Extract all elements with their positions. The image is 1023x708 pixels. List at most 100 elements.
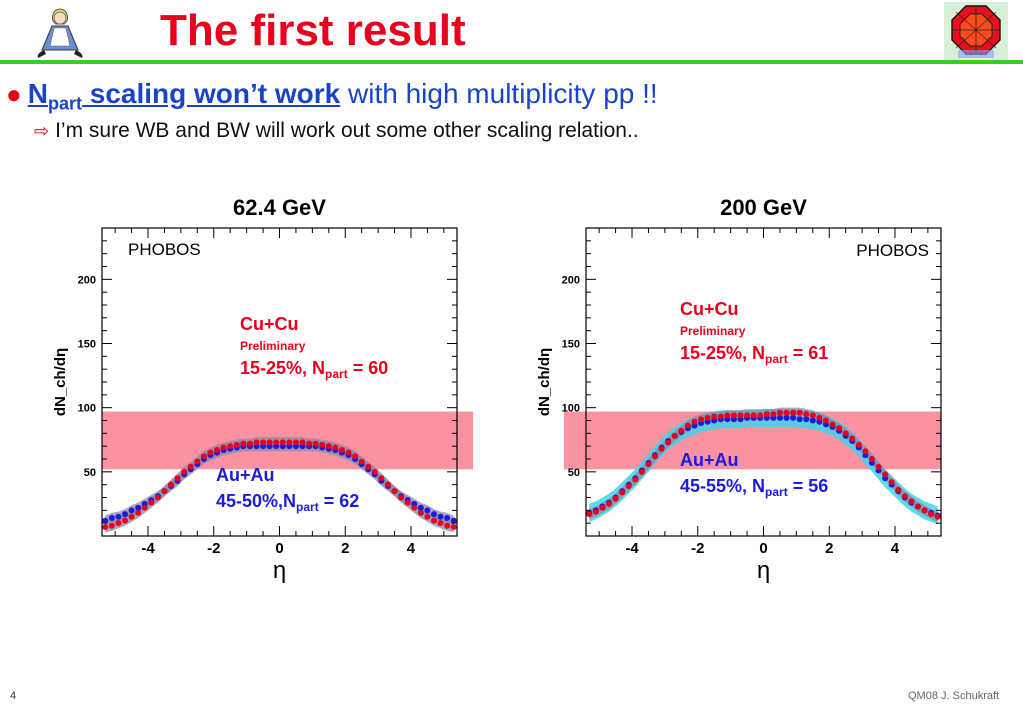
npart-symbol: N	[27, 78, 48, 109]
x-tick-label: -2	[691, 540, 704, 557]
data-point-cucu	[908, 498, 915, 505]
data-point-cucu	[632, 476, 639, 483]
data-point-cucu	[345, 449, 352, 456]
data-point-cucu	[292, 439, 299, 446]
data-point-cucu	[391, 488, 398, 495]
data-point-auau	[430, 511, 437, 518]
auau-centrality-label: 45-50%,Npart = 62	[216, 491, 359, 514]
auau-system-label: Au+Au	[216, 465, 275, 485]
x-tick-label: 4	[891, 540, 900, 557]
data-point-cucu	[750, 412, 757, 419]
data-point-cucu	[730, 412, 737, 419]
data-point-cucu	[652, 453, 659, 460]
data-point-cucu	[711, 413, 718, 420]
data-point-cucu	[625, 482, 632, 489]
data-point-cucu	[619, 489, 626, 496]
data-point-cucu	[783, 409, 790, 416]
data-point-cucu	[829, 421, 836, 428]
data-point-cucu	[737, 412, 744, 419]
data-point-auau	[115, 513, 122, 520]
data-point-cucu	[717, 413, 724, 420]
data-point-cucu	[638, 468, 645, 475]
data-point-cucu	[384, 481, 391, 488]
data-point-cucu	[809, 412, 816, 419]
data-point-cucu	[763, 411, 770, 418]
data-point-cucu	[207, 449, 214, 456]
y-tick-label: 200	[562, 274, 580, 286]
data-point-cucu	[822, 417, 829, 424]
data-point-cucu	[200, 453, 207, 460]
data-point-auau	[102, 517, 109, 524]
data-point-cucu	[161, 488, 168, 495]
chart-title: 62.4 GeV	[233, 195, 326, 220]
sub-bullet-scaling-relation: ⇨ I’m sure WB and BW will work out some o…	[34, 119, 639, 143]
y-tick-label: 50	[568, 467, 580, 479]
data-point-cucu	[862, 448, 869, 455]
data-point-cucu	[849, 435, 856, 442]
x-tick-label: 4	[407, 540, 416, 557]
bullet1-rest: with high multiplicity pp !!	[340, 78, 658, 109]
data-point-cucu	[338, 447, 345, 454]
y-tick-label: 200	[78, 274, 96, 286]
data-point-auau	[444, 515, 451, 522]
data-point-cucu	[424, 513, 431, 520]
data-point-cucu	[240, 440, 247, 447]
data-point-auau	[128, 507, 135, 514]
data-point-cucu	[286, 439, 293, 446]
x-tick-label: 0	[759, 540, 767, 557]
data-point-cucu	[417, 509, 424, 516]
x-axis-label: η	[757, 557, 770, 584]
data-point-cucu	[371, 468, 378, 475]
data-point-cucu	[168, 481, 175, 488]
data-point-cucu	[658, 445, 665, 452]
data-point-cucu	[770, 411, 777, 418]
data-point-cucu	[154, 494, 161, 501]
data-point-cucu	[194, 458, 201, 465]
data-point-cucu	[704, 414, 711, 421]
data-point-cucu	[260, 439, 267, 446]
data-point-auau	[122, 511, 129, 518]
phobos-watermark: PHOBOS	[128, 240, 201, 259]
data-point-cucu	[744, 412, 751, 419]
data-point-cucu	[816, 414, 823, 421]
data-point-auau	[424, 507, 431, 514]
data-point-cucu	[599, 504, 606, 511]
data-point-cucu	[102, 524, 109, 531]
cucu-system-label: Cu+Cu	[240, 314, 299, 334]
data-point-cucu	[187, 463, 194, 470]
bullet-dot-icon: ●	[6, 79, 22, 109]
data-point-cucu	[921, 507, 928, 514]
auau-centrality-label: 45-55%, Npart = 56	[680, 476, 828, 499]
data-point-cucu	[411, 504, 418, 511]
data-point-cucu	[306, 440, 313, 447]
data-point-cucu	[888, 479, 895, 486]
data-point-cucu	[842, 430, 849, 437]
systematic-band-cucu	[105, 437, 454, 533]
data-point-cucu	[246, 440, 253, 447]
x-tick-label: 2	[341, 540, 349, 557]
y-tick-label: 150	[78, 339, 96, 351]
data-point-cucu	[273, 439, 280, 446]
data-point-auau	[776, 414, 783, 421]
y-tick-label: 50	[84, 467, 96, 479]
cucu-preliminary-label: Preliminary	[240, 339, 306, 353]
data-point-cucu	[895, 486, 902, 493]
cucu-centrality-label: 15-25%, Npart = 60	[240, 358, 388, 381]
data-point-cucu	[790, 409, 797, 416]
y-axis-label: dN_ch/dη	[536, 348, 553, 416]
data-point-cucu	[220, 444, 227, 451]
data-point-cucu	[757, 412, 764, 419]
data-point-cucu	[148, 499, 155, 506]
data-point-cucu	[312, 440, 319, 447]
npart-subscript: part	[47, 93, 82, 114]
slide-title: The first result	[160, 6, 466, 55]
data-point-cucu	[882, 471, 889, 478]
alice-figure-logo	[37, 8, 83, 58]
x-tick-label: 2	[825, 540, 833, 557]
sub-bullet-text: I’m sure WB and BW will work out some ot…	[55, 119, 639, 142]
data-point-cucu	[135, 509, 142, 516]
y-tick-label: 150	[562, 339, 580, 351]
data-point-cucu	[437, 520, 444, 527]
chart-title: 200 GeV	[720, 195, 807, 220]
data-point-cucu	[586, 511, 593, 518]
